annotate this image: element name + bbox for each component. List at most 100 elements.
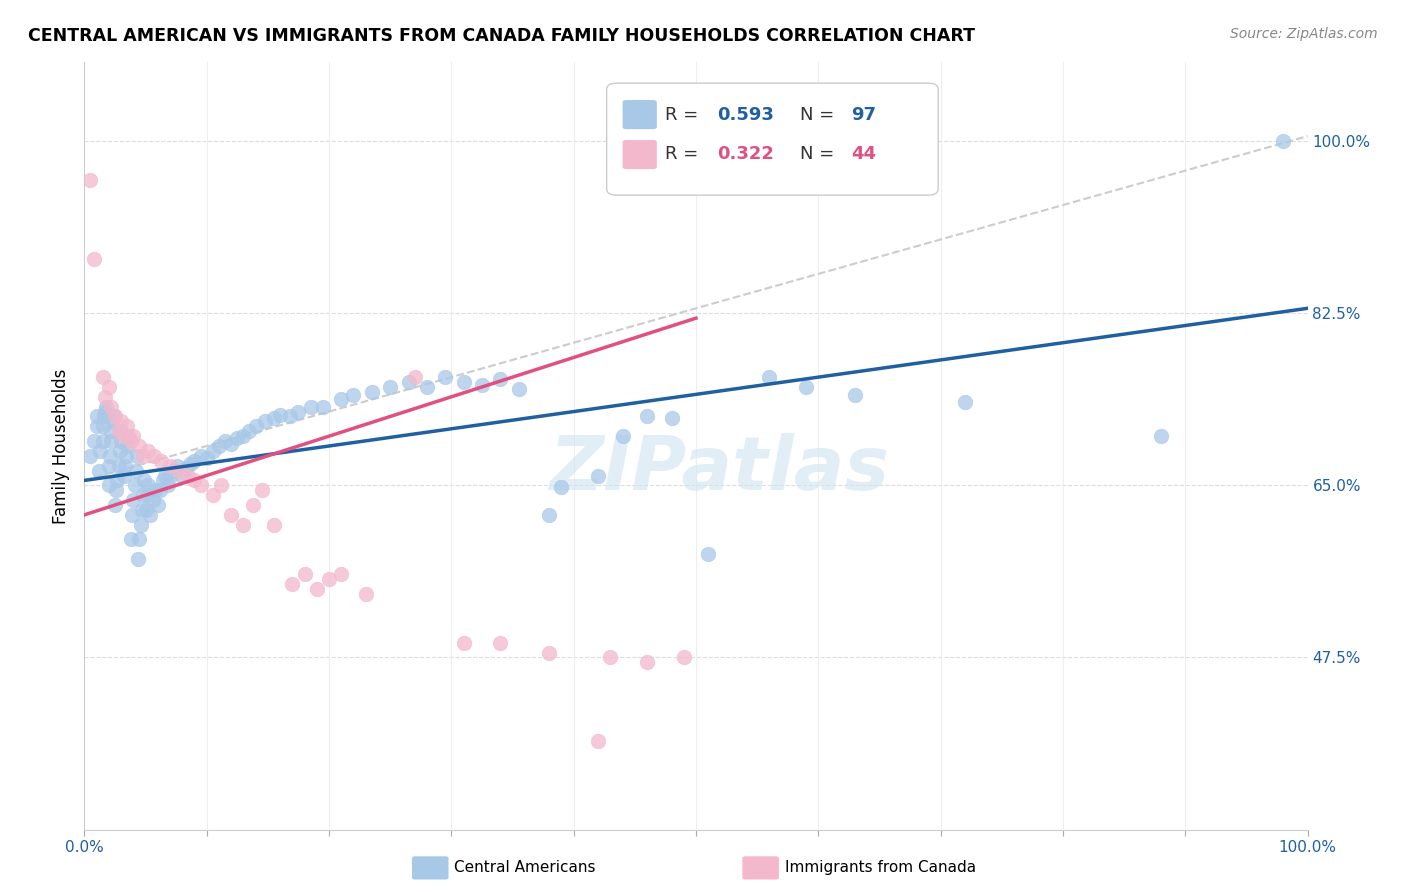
Point [1272, 134, 1295, 148]
Point [489, 372, 512, 386]
Point [115, 439, 138, 453]
Y-axis label: Family Households: Family Households [52, 368, 70, 524]
Text: 0.593: 0.593 [717, 105, 773, 124]
Point [208, 439, 231, 453]
Point [110, 414, 132, 428]
Point [166, 458, 188, 473]
Point [245, 419, 267, 434]
Point [612, 429, 634, 443]
Point [93, 409, 115, 424]
Point [697, 547, 720, 561]
Point [471, 378, 494, 392]
Text: CENTRAL AMERICAN VS IMMIGRANTS FROM CANADA FAMILY HOUSEHOLDS CORRELATION CHART: CENTRAL AMERICAN VS IMMIGRANTS FROM CANA… [28, 27, 976, 45]
Point [135, 503, 157, 517]
Point [142, 493, 165, 508]
Point [94, 404, 117, 418]
Point [434, 370, 457, 384]
Point [104, 498, 127, 512]
Point [167, 464, 190, 478]
Point [758, 370, 780, 384]
Point [122, 493, 145, 508]
Point [127, 552, 149, 566]
Point [100, 434, 122, 448]
Point [150, 454, 173, 468]
FancyBboxPatch shape [623, 100, 657, 129]
FancyBboxPatch shape [623, 140, 657, 169]
Point [538, 508, 561, 522]
Point [125, 449, 148, 463]
Point [330, 392, 353, 406]
Point [101, 414, 124, 428]
Point [98, 449, 121, 463]
Point [86, 409, 108, 424]
Point [1150, 429, 1173, 443]
FancyBboxPatch shape [606, 83, 938, 195]
Point [153, 468, 176, 483]
Point [287, 404, 309, 418]
Point [219, 508, 242, 522]
Point [91, 370, 114, 384]
Text: 0.322: 0.322 [717, 145, 773, 163]
Text: R =: R = [665, 145, 704, 163]
Point [124, 478, 146, 492]
Point [177, 468, 200, 483]
Point [94, 390, 117, 404]
Point [97, 380, 120, 394]
Point [416, 380, 439, 394]
Point [250, 483, 273, 498]
Point [190, 449, 212, 463]
Point [538, 646, 561, 660]
Point [100, 400, 122, 414]
Point [599, 650, 621, 665]
Point [226, 431, 249, 445]
Point [152, 474, 174, 488]
Point [201, 488, 224, 502]
Text: R =: R = [665, 105, 704, 124]
Point [360, 384, 382, 399]
Point [380, 380, 402, 394]
Text: 44: 44 [851, 145, 876, 163]
Point [453, 375, 475, 389]
Point [453, 636, 475, 650]
Point [586, 734, 609, 748]
Point [508, 382, 530, 396]
Point [104, 409, 127, 424]
Point [128, 533, 150, 547]
Point [97, 458, 120, 473]
Point [269, 408, 291, 422]
Point [121, 508, 143, 522]
Point [83, 252, 105, 267]
Point [107, 458, 129, 473]
Point [586, 468, 609, 483]
Point [129, 517, 152, 532]
Point [91, 434, 114, 448]
Point [115, 419, 138, 434]
Point [195, 450, 218, 465]
Point [174, 460, 197, 475]
Point [105, 483, 128, 498]
Point [305, 582, 328, 596]
Point [87, 464, 110, 478]
Point [132, 488, 155, 502]
Point [112, 468, 135, 483]
Point [190, 478, 212, 492]
Point [214, 434, 236, 448]
Point [278, 409, 301, 424]
Point [179, 457, 201, 471]
Point [100, 424, 122, 438]
Point [149, 483, 172, 498]
Point [294, 566, 316, 581]
Point [136, 444, 159, 458]
Point [110, 434, 132, 448]
Point [136, 478, 159, 492]
Point [134, 474, 156, 488]
Point [953, 394, 976, 409]
Point [254, 414, 277, 428]
Text: Central Americans: Central Americans [454, 861, 596, 875]
Point [159, 468, 181, 483]
Point [96, 400, 118, 414]
Point [103, 409, 125, 424]
Point [79, 449, 101, 463]
Text: N =: N = [800, 105, 839, 124]
Point [159, 458, 181, 473]
